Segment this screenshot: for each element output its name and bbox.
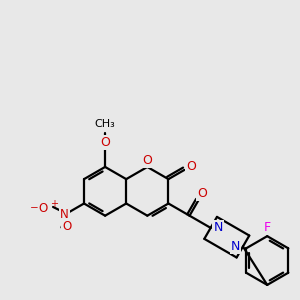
Text: −: − (30, 203, 39, 213)
Text: O: O (197, 187, 207, 200)
Text: N: N (213, 221, 223, 234)
Text: O: O (142, 154, 152, 167)
Text: O: O (100, 136, 110, 149)
Text: O: O (186, 160, 196, 173)
Text: O: O (38, 202, 47, 215)
Text: CH₃: CH₃ (95, 119, 116, 129)
Text: O: O (62, 220, 71, 232)
Text: N: N (60, 208, 69, 221)
Text: N: N (231, 240, 240, 253)
Text: +: + (50, 199, 58, 209)
Text: F: F (264, 221, 271, 234)
